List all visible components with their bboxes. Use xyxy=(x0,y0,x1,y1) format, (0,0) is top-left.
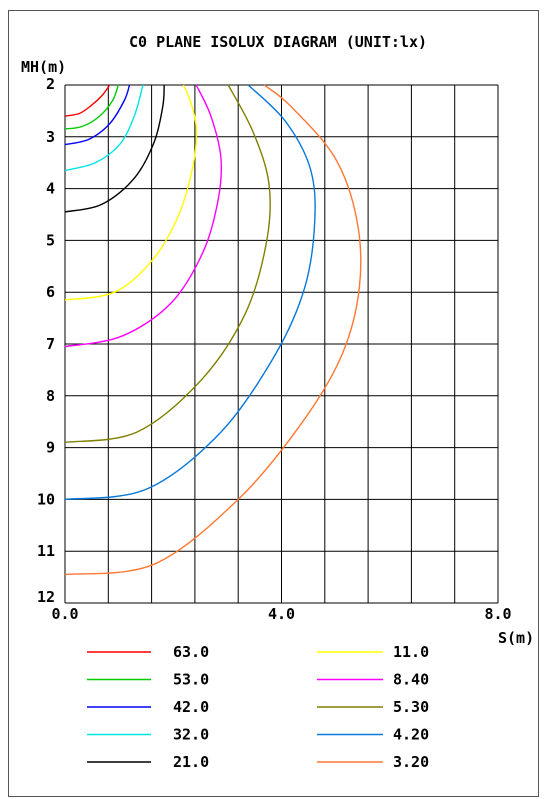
isolux-curve-3.20 xyxy=(64,84,362,576)
y-tick-label: 8 xyxy=(46,387,55,405)
y-tick-label: 5 xyxy=(46,231,55,249)
legend-label: 3.20 xyxy=(393,753,429,771)
y-tick-label: 7 xyxy=(46,335,55,353)
x-tick-label: 0.0 xyxy=(51,605,78,623)
legend-label: 8.40 xyxy=(393,671,429,689)
isolux-curve-8.40 xyxy=(64,84,223,348)
legend-label: 42.0 xyxy=(173,698,209,716)
tick-labels: 2 3 4 5 6 7 8 9 10 11 120.0 4.0 8.0 xyxy=(37,75,512,623)
y-tick-label: 6 xyxy=(46,283,55,301)
legend-label: 63.0 xyxy=(173,643,209,661)
chart-frame: C0 PLANE ISOLUX DIAGRAM (UNIT:lx) MH(m) … xyxy=(8,10,539,797)
chart-title: C0 PLANE ISOLUX DIAGRAM (UNIT:lx) xyxy=(129,33,427,51)
isolux-curve-21.0 xyxy=(64,84,165,213)
isolux-curve-4.20 xyxy=(64,84,316,501)
y-tick-label: 11 xyxy=(37,542,55,560)
y-tick-label: 3 xyxy=(46,128,55,146)
y-tick-label: 2 xyxy=(46,75,55,93)
legend-label: 21.0 xyxy=(173,753,209,771)
isolux-curves xyxy=(64,84,362,576)
legend-label: 53.0 xyxy=(173,671,209,689)
x-axis-label: S(m) xyxy=(498,629,534,647)
y-tick-label: 12 xyxy=(37,588,55,606)
x-tick-label: 4.0 xyxy=(268,605,295,623)
isolux-curve-5.30 xyxy=(64,84,272,444)
isolux-curve-63.0 xyxy=(64,84,111,117)
y-axis-label: MH(m) xyxy=(21,58,66,76)
y-tick-label: 4 xyxy=(46,180,55,198)
y-tick-label: 10 xyxy=(37,490,55,508)
isolux-curve-11.0 xyxy=(64,84,198,301)
legend: 63.0 53.0 42.0 32.0 21.0 11.0 8.40 5.30 4.20 3.20 xyxy=(87,643,429,771)
legend-label: 11.0 xyxy=(393,643,429,661)
legend-label: 5.30 xyxy=(393,698,429,716)
legend-label: 4.20 xyxy=(393,726,429,744)
y-tick-label: 9 xyxy=(46,439,55,457)
x-tick-label: 8.0 xyxy=(484,605,511,623)
legend-label: 32.0 xyxy=(173,726,209,744)
isolux-curve-32.0 xyxy=(64,84,144,172)
isolux-curve-53.0 xyxy=(64,84,119,130)
isolux-curve-42.0 xyxy=(64,84,131,146)
